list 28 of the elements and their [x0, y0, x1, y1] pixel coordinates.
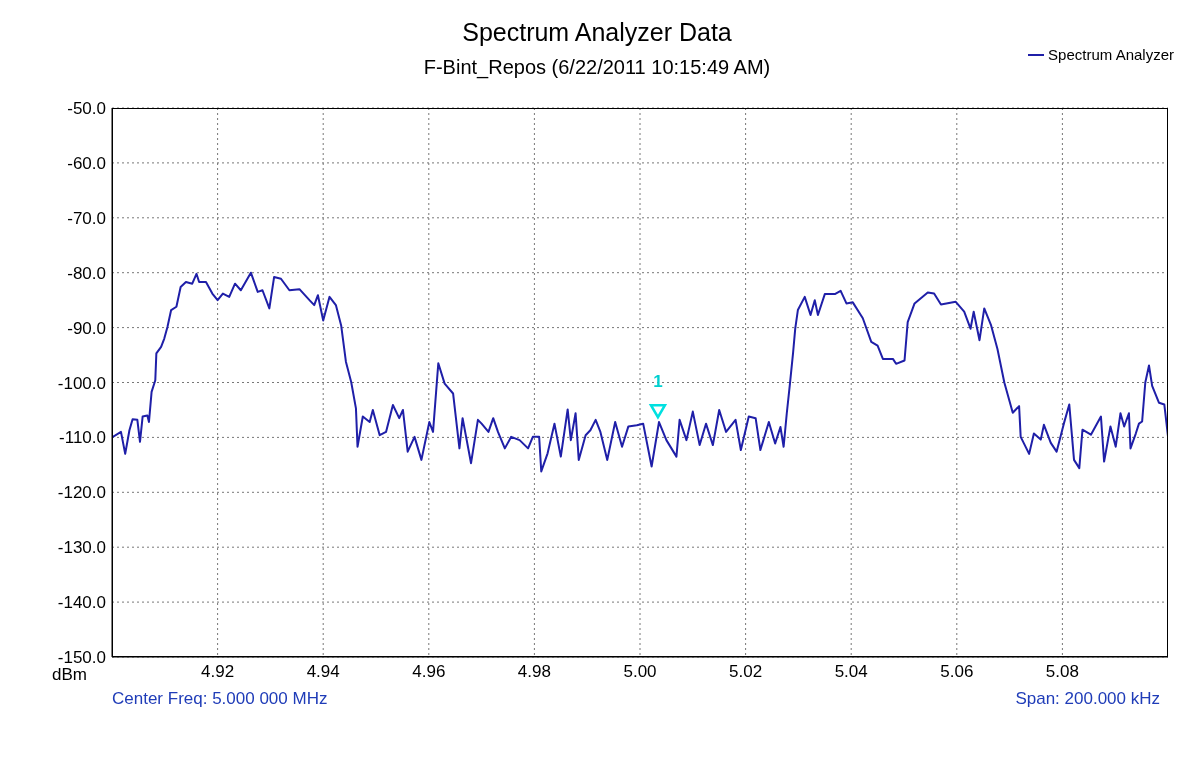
- x-tick-label: 5.08: [1045, 662, 1079, 682]
- x-tick-label: 4.98: [517, 662, 551, 682]
- y-tick-label: -130.0: [57, 538, 106, 558]
- y-tick-label: -80.0: [67, 263, 106, 283]
- chart-subtitle: F-Bint_Repos (6/22/2011 10:15:49 AM): [423, 56, 771, 78]
- y-tick-label: -90.0: [67, 318, 106, 338]
- x-tick-label: 4.94: [306, 662, 340, 682]
- y-axis-title: dBm: [52, 665, 87, 685]
- y-tick-label: -100.0: [57, 373, 106, 393]
- legend-label: Spectrum Analyzer: [1048, 46, 1174, 63]
- text: Center Freq: 5.000 000 MHz: [112, 689, 328, 709]
- y-tick-label: -150.0: [57, 648, 106, 668]
- x-tick-label: 4.96: [412, 662, 446, 682]
- annotation: 1: [652, 372, 664, 393]
- x-tick-label: 5.02: [729, 662, 763, 682]
- chart-title: Spectrum Analyzer Data: [461, 18, 733, 47]
- text: Span: 200.000 kHz: [1015, 689, 1160, 709]
- y-tick-label: -110.0: [59, 428, 106, 448]
- x-tick-label: 5.06: [940, 662, 974, 682]
- x-tick-label: 5.00: [623, 662, 657, 682]
- line-series: [112, 271, 1168, 473]
- y-tick-label: -60.0: [67, 153, 106, 173]
- x-tick-label: 4.92: [201, 662, 235, 682]
- y-tick-label: -120.0: [57, 483, 106, 503]
- y-tick-label: -140.0: [57, 593, 106, 613]
- y-tick-label: -70.0: [67, 208, 106, 228]
- x-tick-label: 5.04: [834, 662, 868, 682]
- y-tick-label: -50.0: [67, 99, 106, 119]
